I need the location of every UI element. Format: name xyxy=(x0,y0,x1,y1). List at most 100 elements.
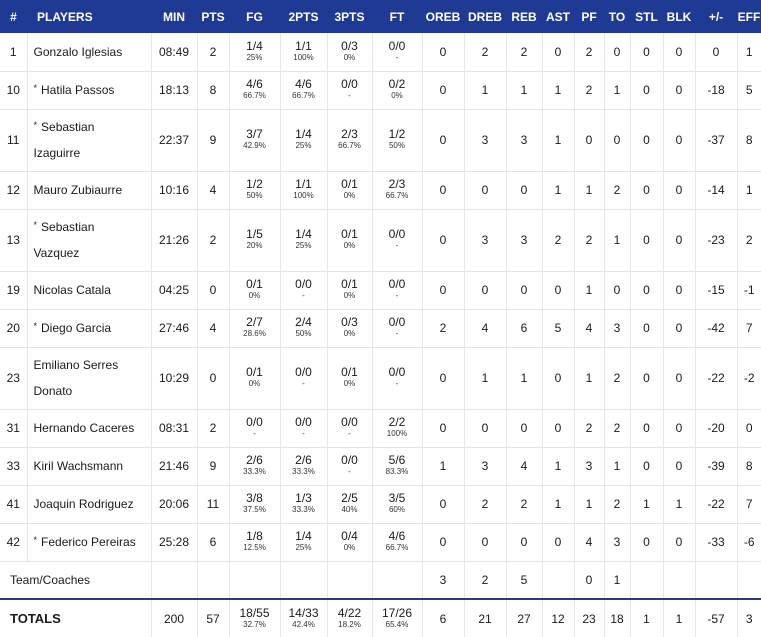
stat-ast: 2 xyxy=(541,209,574,272)
player-name-cell[interactable]: * Hatila Passos xyxy=(26,71,151,110)
three-pointers: 0/0- xyxy=(326,409,372,448)
stat-pm: -37 xyxy=(694,109,737,172)
player-name-cell[interactable]: * Sebastian Izaguirre xyxy=(26,109,151,172)
column-header-reb[interactable]: REB xyxy=(511,9,537,24)
table-row[interactable]: 23 Emiliano Serres Donato 10:29 0 0/1 0% 0/0-0/… xyxy=(0,347,761,410)
column-header-ft[interactable]: FT xyxy=(389,9,405,24)
totals-dreb: 21 xyxy=(463,599,506,637)
column-header-stl[interactable]: STL xyxy=(635,9,658,24)
stat-oreb: 2 xyxy=(421,309,464,348)
column-header-to[interactable]: TO xyxy=(608,9,626,24)
stat-eff: 7 xyxy=(736,485,761,524)
stat-pf: 1 xyxy=(573,347,604,410)
table-row[interactable]: 41 Joaquin Rodriguez 20:06 11 3/8 37.5% 1/3 33.… xyxy=(0,485,761,524)
totals-two-pointers-made-attempted: 14/33 xyxy=(288,605,319,620)
stat-dreb: 0 xyxy=(463,523,506,562)
totals-label: TOTALS xyxy=(10,611,61,626)
column-header-two-pts[interactable]: 2PTS xyxy=(288,9,319,24)
player-name-cell[interactable]: Emiliano Serres Donato xyxy=(26,347,151,410)
free-throws: 2/2 100% xyxy=(371,409,422,448)
table-body: 1 Gonzalo Iglesias 08:49 2 1/4 25% 1/1 100% 0/3 0… xyxy=(0,33,761,637)
stat-pm: -22 xyxy=(694,347,737,410)
table-row[interactable]: 12 Mauro Zubiaurre 10:16 4 1/2 50% 1/1 100% 0/1 0… xyxy=(0,171,761,210)
player-name: Hernando Caceres xyxy=(33,421,135,435)
minutes: 21:46 xyxy=(150,447,197,486)
column-header-num[interactable]: # xyxy=(10,9,17,24)
stat-to: 1 xyxy=(603,209,630,272)
field-goals-made-attempted: 4/6 xyxy=(246,77,263,91)
stat-blk: 0 xyxy=(662,171,695,210)
field-goals-percent: 20% xyxy=(246,241,263,250)
player-name-cell[interactable]: Hernando Caceres xyxy=(26,409,151,448)
field-goals-percent: 25% xyxy=(246,52,263,62)
player-name-cell[interactable]: Gonzalo Iglesias xyxy=(26,33,151,72)
stat-to: 2 xyxy=(603,171,630,210)
column-header-oreb[interactable]: OREB xyxy=(425,9,461,24)
column-header-eff[interactable]: EFF xyxy=(737,9,761,24)
table-row[interactable]: 1 Gonzalo Iglesias 08:49 2 1/4 25% 1/1 100% 0/3 0… xyxy=(0,33,761,72)
three-pointers-made-attempted: 2/5 xyxy=(341,491,358,505)
table-row[interactable]: 19 Nicolas Catala 04:25 0 0/1 0% 0/0-0/1 0% 0/0-… xyxy=(0,271,761,310)
field-goals-percent: 42.9% xyxy=(243,141,266,150)
column-header-blk[interactable]: BLK xyxy=(666,9,692,24)
free-throws-percent: 66.7% xyxy=(385,191,409,200)
free-throws: 0/0- xyxy=(371,347,422,410)
table-row[interactable]: 10 * Hatila Passos 18:13 8 4/6 66.7% 4/6 66.7% 0/… xyxy=(0,71,761,110)
column-header-players[interactable]: PLAYERS xyxy=(37,9,93,24)
stat-blk: 0 xyxy=(662,447,695,486)
column-header-three-pts[interactable]: 3PTS xyxy=(334,9,365,24)
field-goals: 2/6 33.3% xyxy=(228,447,280,486)
stat-oreb: 0 xyxy=(421,171,464,210)
column-header-fg[interactable]: FG xyxy=(246,9,263,24)
three-pointers: 0/4 0% xyxy=(326,523,372,562)
stat-to: 1 xyxy=(603,71,630,110)
field-goals-percent: 0% xyxy=(248,291,261,300)
two-pointers: 0/0- xyxy=(279,271,327,310)
stat-blk: 0 xyxy=(662,71,695,110)
player-name-cell[interactable]: Mauro Zubiaurre xyxy=(26,171,151,210)
column-header-pf[interactable]: PF xyxy=(581,9,597,24)
column-header-ast[interactable]: AST xyxy=(546,9,570,24)
stat-ast: 1 xyxy=(541,485,574,524)
stat-oreb: 0 xyxy=(421,485,464,524)
empty-fg xyxy=(228,561,280,600)
totals-stl: 1 xyxy=(629,599,663,637)
stat-pm: -23 xyxy=(694,209,737,272)
table-row[interactable]: 31 Hernando Caceres 08:31 2 0/0-0/0-0/0-2/2 1… xyxy=(0,409,761,448)
table-row[interactable]: 20 * Diego Garcia 27:46 4 2/7 28.6% 2/4 50% 0/3 0%… xyxy=(0,309,761,348)
field-goals: 3/7 42.9% xyxy=(228,109,280,172)
free-throws: 4/6 66.7% xyxy=(371,523,422,562)
free-throws: 0/0- xyxy=(371,209,422,272)
stat-pm: -18 xyxy=(694,71,737,110)
column-header-min[interactable]: MIN xyxy=(163,9,185,24)
three-pointers-made-attempted: 0/1 xyxy=(341,227,358,241)
column-header-plus-minus[interactable]: +/- xyxy=(708,9,724,24)
table-row[interactable]: 11 * Sebastian Izaguirre 22:37 9 3/7 42.9% 1/4 25… xyxy=(0,109,761,172)
three-pointers: 0/1 0% xyxy=(326,347,372,410)
three-pointers-percent: 0% xyxy=(343,52,356,62)
column-header-pts[interactable]: PTS xyxy=(201,9,225,24)
table-row[interactable]: 42 * Federico Pereiras 25:28 6 1/8 12.5% 1/4 25%… xyxy=(0,523,761,562)
two-pointers-made-attempted: 2/4 xyxy=(295,315,312,329)
player-name-cell[interactable]: * Federico Pereiras xyxy=(26,523,151,562)
table-row[interactable]: 33 Kiril Wachsmann 21:46 9 2/6 33.3% 2/6 33.3% 0… xyxy=(0,447,761,486)
table-row[interactable]: 13 * Sebastian Vazquez 21:26 2 1/5 20% 1/4 25% 0/1… xyxy=(0,209,761,272)
column-header-dreb[interactable]: DREB xyxy=(467,9,502,24)
player-name-cell[interactable]: * Diego Garcia xyxy=(26,309,151,348)
stat-ast: 1 xyxy=(541,71,574,110)
stat-eff: -6 xyxy=(736,523,761,562)
player-name-cell[interactable]: Nicolas Catala xyxy=(26,271,151,310)
starter-marker: * xyxy=(33,83,38,93)
field-goals: 1/8 12.5% xyxy=(228,523,280,562)
player-name-cell[interactable]: Kiril Wachsmann xyxy=(26,447,151,486)
stat-pf: 2 xyxy=(573,71,604,110)
player-name-cell[interactable]: * Sebastian Vazquez xyxy=(26,209,151,272)
field-goals-made-attempted: 3/8 xyxy=(246,491,263,505)
jersey-number: 33 xyxy=(0,447,27,486)
jersey-number: 23 xyxy=(0,347,27,410)
player-name-cell[interactable]: Joaquin Rodriguez xyxy=(26,485,151,524)
two-pointers-percent: 100% xyxy=(293,191,314,200)
field-goals-made-attempted: 1/8 xyxy=(246,529,263,543)
team-pf: 0 xyxy=(573,561,604,600)
stat-dreb: 2 xyxy=(463,485,506,524)
